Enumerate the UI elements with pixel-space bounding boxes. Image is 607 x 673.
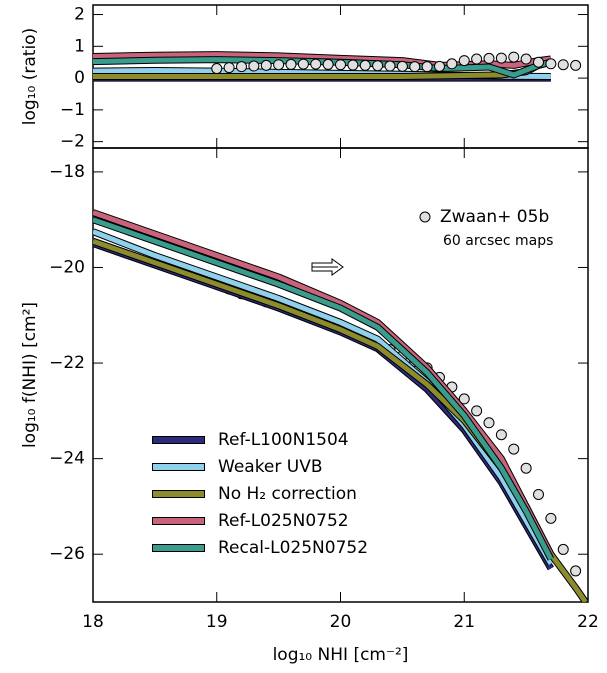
data-point: [434, 60, 445, 72]
data-point: [557, 59, 569, 71]
data-point: [471, 405, 483, 417]
legend-label: No H₂ correction: [218, 484, 357, 504]
data-point: [557, 543, 569, 555]
data-point: [446, 58, 458, 70]
data-point: [248, 60, 260, 72]
data-point: [310, 58, 322, 70]
x-tick-label: 22: [577, 612, 599, 632]
data-point: [273, 59, 285, 71]
data-point: [545, 512, 557, 524]
y-tick-label: 1: [74, 36, 85, 56]
data-point: [322, 58, 334, 70]
y-tick-label: −2: [60, 132, 85, 152]
series-line: [93, 52, 552, 68]
y-tick-label: 2: [74, 5, 85, 25]
x-tick-label: 20: [330, 612, 352, 632]
y-axis-label: log₁₀ f(NHI) [cm²]: [20, 302, 40, 448]
data-point: [223, 62, 235, 74]
data-point: [458, 55, 470, 67]
y-tick-label: −18: [49, 162, 85, 182]
legend-marker: [419, 211, 431, 223]
arrow-icon: [311, 258, 344, 276]
data-point: [520, 53, 532, 65]
data-point: [570, 59, 582, 71]
data-point: [236, 61, 247, 73]
data-point: [545, 58, 557, 70]
series-line: [93, 57, 552, 78]
data-point: [359, 59, 371, 71]
y-tick-label: −24: [49, 449, 85, 469]
y-tick-label: −20: [49, 257, 85, 277]
legend-label: Recal-L025N0752: [218, 538, 368, 558]
x-tick-label: 18: [82, 612, 104, 632]
y-tick-label: 0: [74, 68, 85, 88]
annotation: 60 arcsec maps: [443, 233, 553, 249]
data-point: [495, 52, 507, 64]
data-point: [372, 60, 384, 72]
data-point: [483, 417, 495, 429]
series-line: [93, 229, 554, 566]
legend-label: Weaker UVB: [218, 457, 323, 477]
data-point: [285, 58, 297, 70]
plot-area: [93, 209, 588, 602]
x-tick-label: 19: [206, 612, 228, 632]
data-point: [508, 443, 520, 455]
y-tick-label: −1: [60, 100, 85, 120]
y-tick-label: −26: [49, 544, 85, 564]
data-point: [471, 53, 483, 65]
y-tick-label: −22: [49, 353, 85, 373]
x-tick-label: 21: [453, 612, 475, 632]
legend-label: Ref-L100N1504: [218, 430, 349, 450]
series-line: [93, 217, 554, 561]
data-point: [533, 488, 544, 500]
data-point: [409, 61, 421, 73]
data-point: [335, 59, 346, 71]
data-point: [508, 51, 520, 63]
plot-area: [93, 51, 582, 82]
data-point: [533, 56, 544, 68]
x-axis-label: log₁₀ NHI [cm⁻²]: [273, 645, 409, 665]
data-point: [211, 63, 223, 75]
data-point: [495, 429, 507, 441]
data-point: [458, 393, 470, 405]
data-point: [570, 565, 582, 577]
data-point: [297, 58, 309, 70]
series-line: [93, 210, 554, 556]
data-point: [384, 60, 396, 72]
data-point: [260, 59, 272, 71]
legend-label: Zwaan+ 05b: [440, 207, 549, 227]
data-point: [520, 462, 532, 474]
y-axis-label: log₁₀ (ratio): [20, 28, 40, 125]
data-point: [421, 61, 433, 73]
data-point: [396, 60, 408, 72]
legend-label: Ref-L025N0752: [218, 511, 349, 531]
data-point: [347, 59, 359, 71]
data-point: [483, 52, 495, 64]
